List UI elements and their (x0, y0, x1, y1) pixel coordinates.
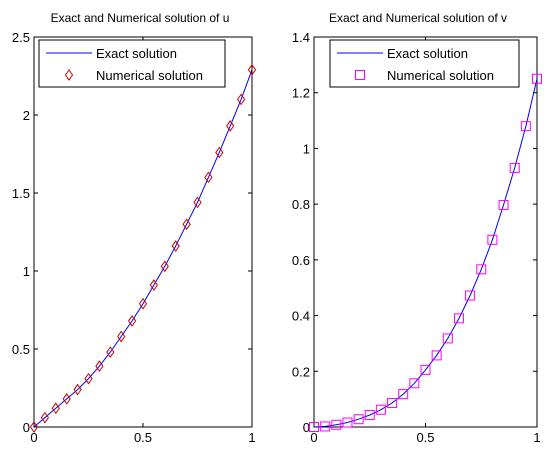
legend-label: Exact solution (387, 46, 468, 61)
plot-area-frame (313, 36, 538, 428)
data-point (204, 171, 213, 184)
y-tick-label: 1.5 (12, 186, 30, 201)
data-point (465, 290, 476, 301)
chart-panel-2: Exact and Numerical solution of v 0 0.5 1 0 0… (292, 11, 542, 445)
series-line-1 (33, 69, 253, 428)
legend: Exact solution Numerical solution (38, 39, 226, 88)
plot-area-frame (33, 36, 253, 428)
data-point (138, 297, 148, 310)
data-point (95, 360, 104, 373)
data-point (476, 264, 487, 275)
legend-label: Numerical solution (387, 68, 494, 83)
data-point (84, 372, 93, 385)
legend: Exact solution Numerical solution (329, 39, 520, 88)
data-point (247, 63, 257, 76)
y-tick-label: 1.2 (292, 86, 310, 101)
x-tick-label: 0.5 (134, 430, 152, 445)
data-point (342, 417, 353, 428)
y-tick-label: 1 (303, 141, 310, 156)
y-tick-label: 2 (23, 108, 30, 123)
data-point (73, 383, 82, 396)
data-point (226, 120, 235, 132)
data-point (236, 93, 246, 106)
data-point (182, 218, 191, 231)
data-point (127, 315, 137, 327)
legend-marker-swatch (355, 70, 365, 80)
data-point (431, 350, 442, 361)
x-tick-label: 1 (248, 430, 255, 445)
data-point (364, 410, 375, 421)
data-point (160, 260, 169, 273)
x-tick-label: 0 (30, 430, 37, 445)
data-point (398, 389, 409, 400)
y-tick-label: 0.6 (292, 253, 310, 268)
data-point (487, 234, 498, 245)
y-tick-label: 2.5 (12, 30, 30, 45)
data-point (106, 346, 115, 358)
data-point (29, 421, 39, 433)
data-point (453, 313, 464, 324)
chart-title: Exact and Numerical solution of u (51, 11, 230, 25)
data-point (149, 279, 159, 291)
x-tick-label: 0 (310, 430, 317, 445)
series-line-1 (313, 78, 538, 428)
y-tick-label: 0.5 (12, 342, 30, 357)
data-point (40, 411, 50, 424)
y-tick-label: 0.4 (292, 309, 310, 324)
chart-title: Exact and Numerical solution of v (329, 11, 507, 25)
data-point (193, 196, 202, 209)
data-point (331, 419, 342, 430)
chart-panel-1: Exact and Numerical solution of u 0 0.5 1 0 0… (12, 11, 257, 445)
legend-label: Exact solution (96, 46, 177, 61)
y-tick-label: 0.2 (292, 364, 310, 379)
data-point (62, 393, 71, 405)
data-point (320, 421, 331, 432)
data-point (409, 378, 420, 389)
x-tick-label: 1 (533, 430, 540, 445)
data-point (375, 404, 386, 415)
data-point (532, 73, 542, 84)
y-tick-label: 0 (303, 420, 310, 435)
data-point (215, 146, 224, 159)
y-tick-label: 1.4 (292, 30, 310, 45)
data-point (387, 398, 398, 409)
data-point (420, 364, 431, 375)
y-tick-label: 0.8 (292, 197, 310, 212)
y-tick-label: 0 (23, 420, 30, 435)
x-tick-label: 0.5 (416, 430, 434, 445)
data-point (509, 162, 520, 173)
data-point (520, 121, 531, 132)
legend-marker-swatch (64, 69, 74, 81)
legend-label: Numerical solution (96, 68, 203, 83)
data-point (442, 333, 453, 344)
data-point (51, 402, 60, 415)
data-point (309, 422, 319, 432)
data-point (353, 414, 364, 425)
y-tick-label: 1 (23, 264, 30, 279)
data-point (171, 240, 180, 252)
data-point (498, 199, 509, 210)
data-point (117, 330, 126, 343)
